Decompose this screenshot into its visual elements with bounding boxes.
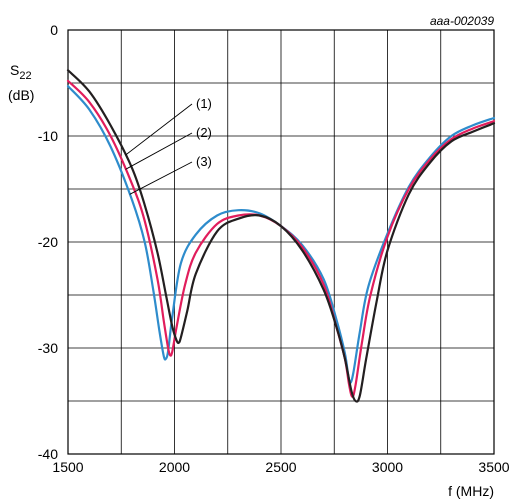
x-tick-label: 3500 [478, 459, 509, 475]
y-axis-label-sub: 22 [19, 70, 31, 82]
y-tick-label: 0 [50, 22, 58, 38]
x-tick-label: 2500 [265, 459, 296, 475]
y-tick-label: -20 [38, 234, 58, 250]
x-tick-label: 2000 [159, 459, 190, 475]
series-line-1 [66, 69, 496, 403]
x-axis-label: f (MHz) [448, 483, 494, 499]
y-axis-unit: (dB) [8, 87, 34, 103]
y-axis-label: S22 [10, 62, 32, 82]
plot-frame [67, 29, 495, 455]
doc-id: aaa-002039 [430, 14, 494, 28]
y-tick-label: -10 [38, 128, 58, 144]
x-tick-labels: 1500 2000 2500 3000 3500 [52, 459, 509, 475]
y-tick-labels: 0 -10 -20 -30 -40 [38, 22, 58, 462]
annotation-leader [125, 132, 193, 170]
x-tick-label: 3000 [372, 459, 403, 475]
y-tick-label: -30 [38, 340, 58, 356]
x-tick-label: 1500 [52, 459, 83, 475]
y-tick-label: -40 [38, 446, 58, 462]
annotation-layer: (1) (2) (3) [125, 96, 212, 195]
annotation-leader [125, 103, 193, 156]
y-axis-label-main: S [10, 62, 19, 78]
grid [68, 30, 494, 454]
annotation-label: (2) [196, 125, 212, 140]
series-layer [66, 69, 496, 403]
annotation-label: (1) [196, 96, 212, 111]
annotation-leader [129, 161, 193, 195]
annotation-label: (3) [196, 154, 212, 169]
